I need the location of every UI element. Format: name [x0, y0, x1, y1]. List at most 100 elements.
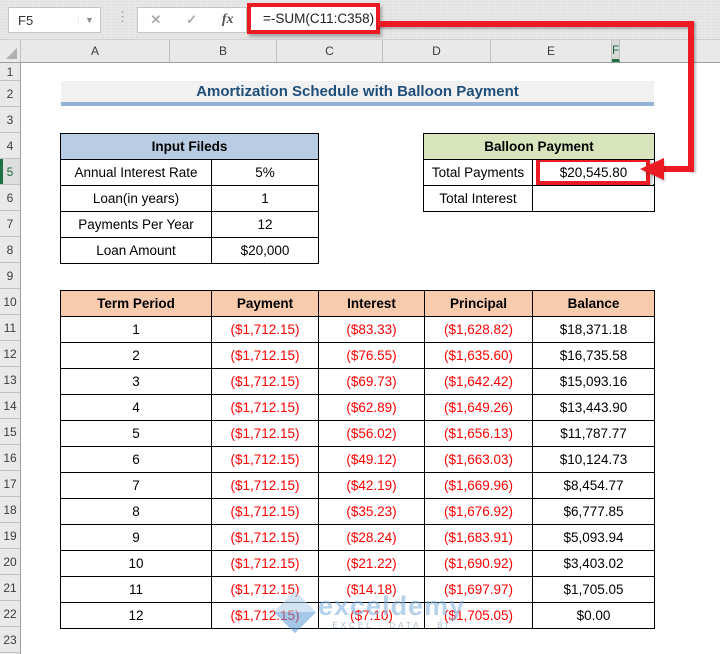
row-header[interactable]: 20	[0, 549, 20, 575]
row-header[interactable]: 10	[0, 289, 20, 315]
input-label-cell[interactable]: Annual Interest Rate	[60, 159, 212, 186]
interest-cell[interactable]: ($35.23)	[318, 498, 425, 525]
row-header[interactable]: 14	[0, 393, 20, 419]
row-header[interactable]: 3	[0, 107, 20, 133]
balance-cell[interactable]: $3,403.02	[532, 550, 655, 577]
row-header[interactable]: 16	[0, 445, 20, 471]
term-cell[interactable]: 5	[60, 420, 212, 447]
principal-cell[interactable]: ($1,628.82)	[424, 316, 533, 343]
payment-cell[interactable]: ($1,712.15)	[211, 602, 319, 629]
term-cell[interactable]: 10	[60, 550, 212, 577]
amortization-column-header[interactable]: Interest	[318, 290, 425, 317]
balloon-table-header[interactable]: Balloon Payment	[423, 133, 655, 160]
interest-cell[interactable]: ($56.02)	[318, 420, 425, 447]
payment-cell[interactable]: ($1,712.15)	[211, 316, 319, 343]
principal-cell[interactable]: ($1,697.97)	[424, 576, 533, 603]
payment-cell[interactable]: ($1,712.15)	[211, 498, 319, 525]
fill-handle[interactable]	[652, 183, 654, 185]
interest-cell[interactable]: ($21.22)	[318, 550, 425, 577]
name-box[interactable]: F5 ▼	[8, 7, 101, 33]
term-cell[interactable]: 12	[60, 602, 212, 629]
principal-cell[interactable]: ($1,656.13)	[424, 420, 533, 447]
enter-icon[interactable]: ✓	[186, 12, 198, 27]
row-header[interactable]: 18	[0, 497, 20, 523]
payment-cell[interactable]: ($1,712.15)	[211, 550, 319, 577]
row-header[interactable]: 9	[0, 263, 20, 289]
row-header[interactable]: 7	[0, 211, 20, 237]
principal-cell[interactable]: ($1,683.91)	[424, 524, 533, 551]
formula-bar-splitter-icon[interactable]: ⋮	[116, 9, 129, 24]
balance-cell[interactable]: $8,454.77	[532, 472, 655, 499]
principal-cell[interactable]: ($1,669.96)	[424, 472, 533, 499]
total-interest-label[interactable]: Total Interest	[423, 185, 533, 212]
term-cell[interactable]: 6	[60, 446, 212, 473]
sheet-title[interactable]: Amortization Schedule with Balloon Payme…	[61, 81, 654, 106]
column-header[interactable]: C	[277, 40, 383, 62]
interest-cell[interactable]: ($62.89)	[318, 394, 425, 421]
interest-cell[interactable]: ($76.55)	[318, 342, 425, 369]
payment-cell[interactable]: ($1,712.15)	[211, 576, 319, 603]
row-header[interactable]: 8	[0, 237, 20, 263]
amortization-column-header[interactable]: Balance	[532, 290, 655, 317]
balance-cell[interactable]: $6,777.85	[532, 498, 655, 525]
column-header[interactable]: E	[491, 40, 612, 62]
column-header[interactable]: A	[21, 40, 170, 62]
principal-cell[interactable]: ($1,649.26)	[424, 394, 533, 421]
input-value-cell[interactable]: $20,000	[211, 237, 319, 264]
term-cell[interactable]: 7	[60, 472, 212, 499]
row-header[interactable]: 5	[0, 159, 20, 185]
row-header[interactable]: 15	[0, 419, 20, 445]
row-header[interactable]: 11	[0, 315, 20, 341]
payment-cell[interactable]: ($1,712.15)	[211, 524, 319, 551]
column-header[interactable]: F	[612, 40, 621, 62]
select-all-corner[interactable]	[0, 40, 21, 62]
balance-cell[interactable]: $15,093.16	[532, 368, 655, 395]
balance-cell[interactable]: $11,787.77	[532, 420, 655, 447]
balance-cell[interactable]: $13,443.90	[532, 394, 655, 421]
payment-cell[interactable]: ($1,712.15)	[211, 368, 319, 395]
total-payments-label[interactable]: Total Payments	[423, 159, 533, 186]
amortization-column-header[interactable]: Term Period	[60, 290, 212, 317]
principal-cell[interactable]: ($1,690.92)	[424, 550, 533, 577]
term-cell[interactable]: 9	[60, 524, 212, 551]
row-header[interactable]: 19	[0, 523, 20, 549]
row-header[interactable]: 21	[0, 575, 20, 601]
payment-cell[interactable]: ($1,712.15)	[211, 472, 319, 499]
input-value-cell[interactable]: 12	[211, 211, 319, 238]
row-header[interactable]: 6	[0, 185, 20, 211]
row-header[interactable]: 12	[0, 341, 20, 367]
row-header[interactable]: 2	[0, 81, 20, 107]
input-label-cell[interactable]: Loan Amount	[60, 237, 212, 264]
amortization-column-header[interactable]: Principal	[424, 290, 533, 317]
row-header[interactable]: 22	[0, 601, 20, 627]
interest-cell[interactable]: ($49.12)	[318, 446, 425, 473]
total-interest-value[interactable]	[532, 185, 655, 212]
principal-cell[interactable]: ($1,635.60)	[424, 342, 533, 369]
principal-cell[interactable]: ($1,676.92)	[424, 498, 533, 525]
balance-cell[interactable]: $1,705.05	[532, 576, 655, 603]
interest-cell[interactable]: ($69.73)	[318, 368, 425, 395]
interest-cell[interactable]: ($7.10)	[318, 602, 425, 629]
column-header[interactable]: D	[383, 40, 491, 62]
balance-cell[interactable]: $5,093.94	[532, 524, 655, 551]
balance-cell[interactable]: $10,124.73	[532, 446, 655, 473]
formula-input[interactable]: =-SUM(C11:C358)	[263, 11, 375, 26]
term-cell[interactable]: 2	[60, 342, 212, 369]
balance-cell[interactable]: $18,371.18	[532, 316, 655, 343]
insert-function-icon[interactable]: fx	[221, 12, 234, 27]
input-label-cell[interactable]: Loan(in years)	[60, 185, 212, 212]
payment-cell[interactable]: ($1,712.15)	[211, 342, 319, 369]
amortization-column-header[interactable]: Payment	[211, 290, 319, 317]
interest-cell[interactable]: ($42.19)	[318, 472, 425, 499]
chevron-down-icon[interactable]: ▼	[78, 15, 100, 25]
balance-cell[interactable]: $0.00	[532, 602, 655, 629]
term-cell[interactable]: 11	[60, 576, 212, 603]
row-header[interactable]: 1	[0, 63, 20, 81]
input-value-cell[interactable]: 5%	[211, 159, 319, 186]
cancel-icon[interactable]: ✕	[150, 12, 162, 27]
row-header[interactable]: 13	[0, 367, 20, 393]
principal-cell[interactable]: ($1,663.03)	[424, 446, 533, 473]
interest-cell[interactable]: ($83.33)	[318, 316, 425, 343]
cell-f5-total-payments-value[interactable]: $20,545.80	[532, 159, 655, 186]
term-cell[interactable]: 3	[60, 368, 212, 395]
